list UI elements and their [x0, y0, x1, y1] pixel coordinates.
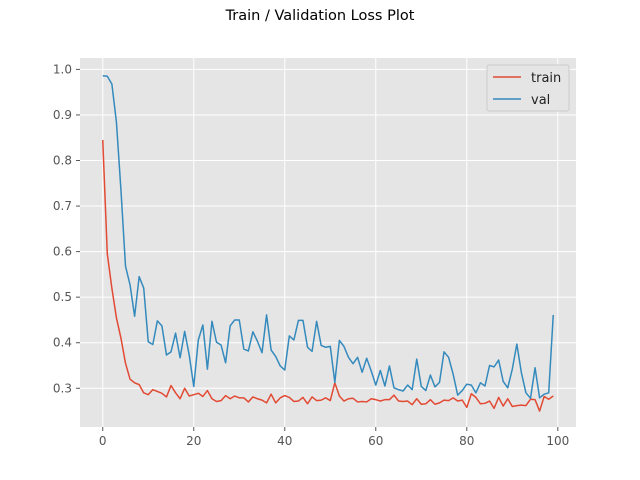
- x-tick-label: 40: [277, 434, 292, 448]
- plot-area: [80, 58, 576, 427]
- x-tick-label: 0: [99, 434, 107, 448]
- y-tick-label: 0.6: [53, 245, 72, 259]
- y-tick-label: 0.8: [53, 154, 72, 168]
- y-tick-label: 0.7: [53, 199, 72, 213]
- y-tick-label: 0.4: [53, 336, 72, 350]
- x-tick-label: 60: [368, 434, 383, 448]
- y-tick-label: 1.0: [53, 62, 72, 76]
- series-line-val: [102, 75, 554, 400]
- y-tick-label: 0.5: [53, 290, 72, 304]
- legend-label-train: train: [531, 71, 561, 86]
- x-tick-label: 100: [546, 434, 569, 448]
- x-tick-label: 20: [186, 434, 201, 448]
- legend-label-val: val: [531, 93, 550, 108]
- y-tick-label: 0.3: [53, 381, 72, 395]
- chart-title: Train / Validation Loss Plot: [225, 8, 415, 24]
- y-tick-label: 0.9: [53, 108, 72, 122]
- series-line-train: [102, 139, 554, 412]
- x-tick-label: 80: [459, 434, 474, 448]
